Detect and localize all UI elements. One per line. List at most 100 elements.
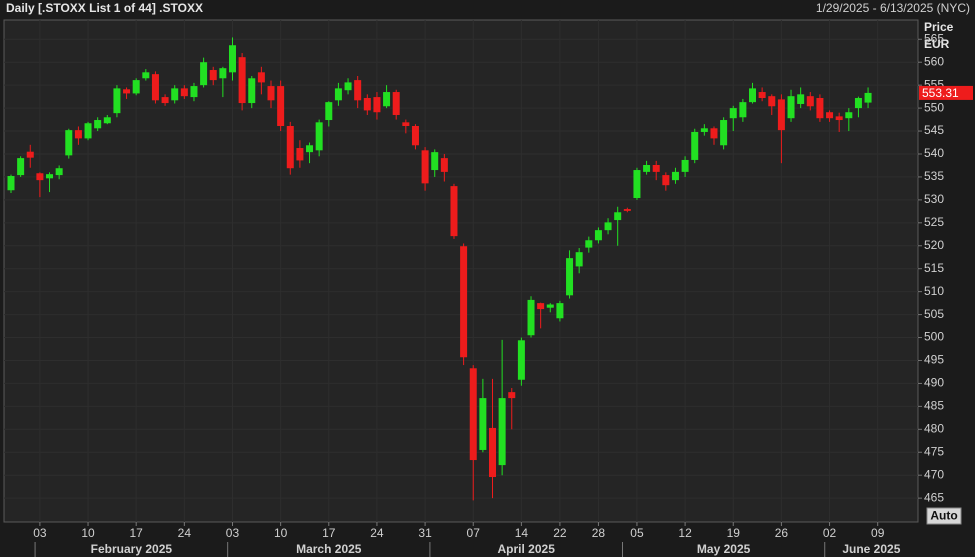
candle-body	[180, 88, 188, 97]
candle-body	[286, 125, 294, 169]
candle-body	[142, 72, 150, 79]
candle-body	[489, 427, 496, 478]
candle-body	[402, 122, 410, 126]
x-tick-label: 24	[178, 526, 192, 540]
candle-body	[575, 252, 583, 267]
candle-body	[315, 122, 323, 151]
x-tick-label: 07	[467, 526, 481, 540]
candle-body	[17, 158, 25, 176]
candle-body	[633, 170, 641, 199]
candle-body	[84, 123, 92, 139]
x-tick-label: 24	[370, 526, 384, 540]
y-tick-label: 465	[924, 490, 944, 504]
candle-body	[749, 88, 757, 103]
x-tick-label: 26	[775, 526, 789, 540]
candle-body	[508, 392, 516, 399]
candle-body	[594, 230, 602, 241]
y-tick-label: 500	[924, 330, 944, 344]
month-label: June 2025	[842, 542, 900, 556]
y-tick-label: 495	[924, 353, 944, 367]
x-tick-label: 10	[274, 526, 288, 540]
x-tick-label: 17	[130, 526, 144, 540]
x-tick-label: 14	[515, 526, 529, 540]
auto-button-label[interactable]: Auto	[930, 509, 957, 523]
chart-title: Daily [.STOXX List 1 of 44] .STOXX	[6, 1, 203, 15]
candle-body	[171, 88, 179, 101]
y-tick-label: 485	[924, 399, 944, 413]
candle-body	[151, 74, 159, 101]
candle-body	[383, 92, 391, 107]
candle-body	[623, 209, 631, 211]
x-tick-label: 28	[592, 526, 606, 540]
candle-body	[479, 398, 487, 450]
candle-body	[643, 165, 651, 172]
candle-body	[26, 151, 34, 158]
auto-button[interactable]	[926, 507, 962, 525]
x-tick-label: 05	[630, 526, 644, 540]
candle-body	[546, 304, 554, 308]
candle-body	[267, 86, 275, 101]
candle-body	[566, 258, 574, 296]
candle-body	[450, 186, 458, 237]
y-tick-label: 510	[924, 284, 944, 298]
y-tick-label: 505	[924, 307, 944, 321]
y-tick-label: 480	[924, 421, 944, 435]
candle-body	[257, 72, 265, 83]
candle-body	[103, 117, 111, 124]
candle-body	[854, 98, 862, 109]
candle-body	[691, 131, 699, 160]
candle-body	[94, 120, 102, 129]
y-tick-label: 560	[924, 54, 944, 68]
y-tick-label: 545	[924, 123, 944, 137]
candle-body	[460, 246, 468, 358]
candle-body	[537, 303, 545, 310]
candle-body	[720, 120, 728, 146]
candle-body	[411, 125, 419, 146]
candle-body	[344, 82, 352, 91]
candle-body	[556, 303, 564, 319]
candle-body	[123, 89, 131, 94]
candle-body	[74, 130, 82, 139]
candle-body	[614, 212, 622, 221]
candle-body	[36, 173, 44, 181]
y-tick-label: 490	[924, 376, 944, 390]
candle-body	[826, 112, 834, 119]
candle-body	[65, 130, 73, 156]
candle-body	[739, 102, 747, 118]
y-tick-label: 475	[924, 444, 944, 458]
candle-body	[700, 128, 708, 132]
candle-body	[585, 240, 593, 248]
candle-body	[835, 116, 843, 121]
candle-body	[190, 86, 198, 98]
x-tick-label: 31	[418, 526, 432, 540]
candle-body	[768, 96, 776, 107]
candle-body	[787, 96, 795, 119]
y-axis-label: Price	[924, 20, 954, 34]
month-label: May 2025	[697, 542, 751, 556]
candle-body	[161, 97, 169, 104]
x-tick-label: 22	[553, 526, 567, 540]
candle-body	[392, 92, 400, 115]
candle-body	[527, 299, 535, 336]
candle-body	[498, 398, 506, 466]
y-tick-label: 550	[924, 100, 944, 114]
y-tick-label: 535	[924, 169, 944, 183]
candle-body	[864, 92, 872, 103]
candle-body	[219, 68, 227, 79]
candle-body	[55, 168, 63, 176]
candle-body	[671, 171, 679, 181]
candle-body	[354, 80, 362, 101]
candle-body	[797, 94, 805, 104]
x-tick-label: 19	[727, 526, 741, 540]
x-tick-label: 17	[322, 526, 336, 540]
candle-body	[662, 175, 670, 186]
candle-body	[729, 108, 737, 119]
candle-body	[652, 165, 660, 172]
candle-body	[209, 70, 217, 81]
candle-body	[440, 158, 448, 172]
candle-body	[325, 102, 333, 121]
candle-body	[373, 97, 381, 113]
candle-body	[113, 88, 121, 114]
x-tick-label: 03	[33, 526, 47, 540]
